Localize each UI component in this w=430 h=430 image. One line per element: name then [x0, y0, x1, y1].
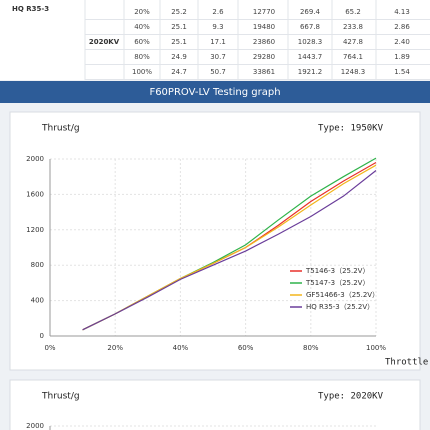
y-tick-label: 2000	[26, 422, 44, 430]
y-tick-label: 0	[40, 332, 44, 340]
table-cell: 24.7	[171, 68, 187, 76]
table-cell: 80%	[134, 53, 150, 61]
legend-label: HQ R35-3（25.2V）	[306, 303, 374, 311]
table-cell: 1921.2	[298, 68, 323, 76]
table-cell: 233.8	[343, 23, 363, 31]
table-cell: 427.8	[343, 38, 363, 46]
table-cell: 65.2	[345, 8, 361, 16]
table-cell: 269.4	[300, 8, 321, 16]
y-tick-label: 800	[31, 261, 44, 269]
table-cell: 25.1	[171, 38, 187, 46]
table-cell: 29280	[253, 53, 275, 61]
legend-label: T5147-3（25.2V）	[305, 279, 369, 287]
x-axis-label: Throttle	[385, 358, 428, 368]
chart-panel	[9, 111, 421, 371]
x-tick-label: 80%	[303, 344, 319, 352]
x-tick-label: 0%	[44, 344, 55, 352]
legend-label: T5146-3（25.2V）	[305, 267, 369, 275]
table-cell: 667.8	[300, 23, 320, 31]
x-tick-label: 60%	[238, 344, 254, 352]
banner	[0, 81, 430, 103]
x-tick-label: 100%	[366, 344, 386, 352]
table-cell: 4.13	[394, 8, 410, 16]
chart-title: Type: 2020KV	[318, 392, 384, 402]
table-cell: 17.1	[210, 38, 226, 46]
series-line	[82, 170, 377, 331]
y-axis-label: Thrust/g	[41, 392, 80, 402]
table-cell: 764.1	[343, 53, 363, 61]
chart-panel	[9, 379, 421, 430]
table-cell: 1.54	[394, 68, 410, 76]
table-cell: 20%	[134, 8, 150, 16]
x-tick-label: 20%	[107, 344, 123, 352]
y-tick-label: 2000	[26, 155, 44, 163]
table-cell: 40%	[134, 23, 150, 31]
left-label: HQ R35-3	[12, 5, 49, 13]
y-tick-label: 1600	[26, 190, 44, 198]
banner-text: F60PROV-LV Testing graph	[149, 87, 280, 98]
table-cell: 33861	[253, 68, 275, 76]
x-tick-label: 40%	[173, 344, 189, 352]
table-cell: 1028.3	[298, 38, 323, 46]
table-cell: 24.9	[171, 53, 187, 61]
table-cell: 2.6	[212, 8, 224, 16]
chart-title: Type: 1950KV	[318, 124, 384, 134]
table-cell: 2.40	[394, 38, 410, 46]
table-cell: 9.3	[212, 23, 223, 31]
y-axis-label: Thrust/g	[41, 124, 80, 134]
table-cell: 2.86	[394, 23, 410, 31]
table-bg	[0, 0, 430, 80]
table-cell: 60%	[134, 38, 150, 46]
table-cell: 30.7	[210, 53, 226, 61]
table-cell: 12770	[253, 8, 275, 16]
table-cell: 50.7	[210, 68, 226, 76]
table-cell: 25.2	[171, 8, 187, 16]
table-cell: 100%	[132, 68, 152, 76]
legend-label: GF51466-3（25.2V）	[306, 291, 379, 299]
table-cell: 25.1	[171, 23, 187, 31]
table-cell: 1443.7	[298, 53, 323, 61]
group-label: 2020KV	[89, 38, 120, 46]
table-cell: 1248.3	[341, 68, 366, 76]
table-cell: 23860	[253, 38, 275, 46]
table-cell: 19480	[253, 23, 275, 31]
y-tick-label: 1200	[26, 226, 44, 234]
table-cell: 1.89	[394, 53, 410, 61]
y-tick-label: 400	[31, 297, 44, 305]
